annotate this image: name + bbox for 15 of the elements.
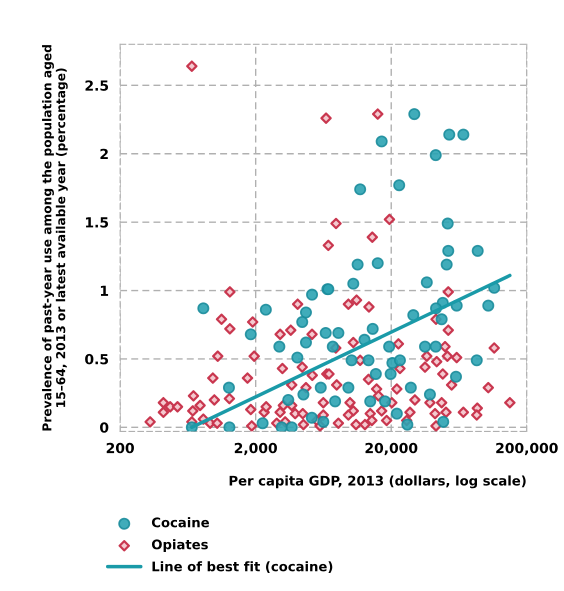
y-tick-label: 1 <box>100 286 108 296</box>
y-tick-label: 1.5 <box>86 217 108 228</box>
x-tick-label: 200,000 <box>496 442 558 456</box>
x-tick-label: 2,000 <box>234 442 277 456</box>
x-tick-label: 20,000 <box>366 442 418 456</box>
legend-label: Line of best fit (cocaine) <box>152 561 332 573</box>
legend-label: Cocaine <box>152 517 209 528</box>
y-tick-label: 2 <box>100 148 108 160</box>
legend-label: Opiates <box>152 539 208 552</box>
y-tick-label: 0 <box>100 422 108 433</box>
x-tick-label: 200 <box>106 442 134 454</box>
y-axis-title: Prevalence of past-year use among the population aged 15–64, 2013 or latest available year (percentage) <box>42 45 68 431</box>
y-tick-label: 0.5 <box>85 354 108 364</box>
y-tick-label: 2.5 <box>86 80 108 91</box>
x-axis-title: Per capita GDP, 2013 (dollars, log scale) <box>230 475 526 488</box>
